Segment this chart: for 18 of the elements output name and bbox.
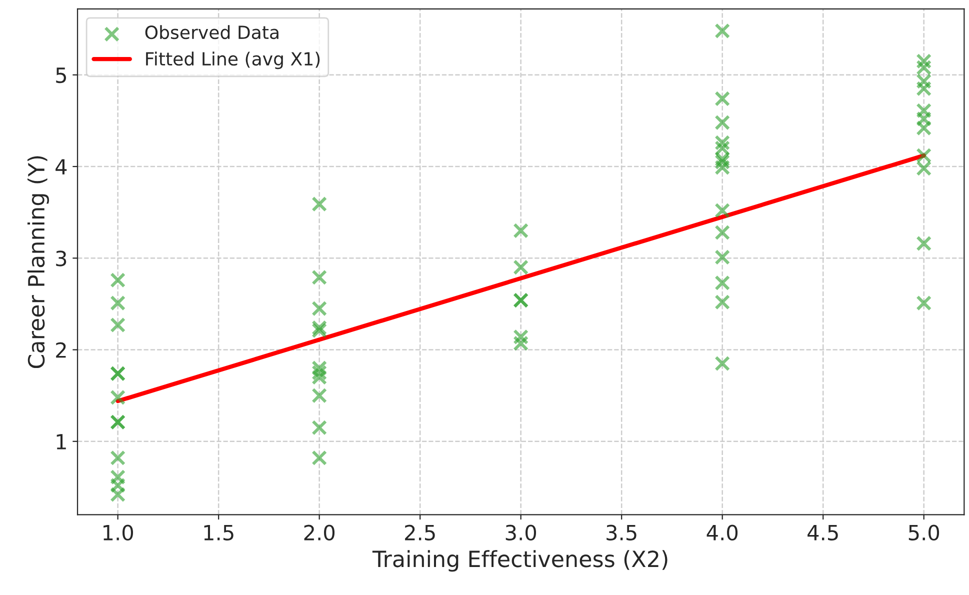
x-tick-label: 4.5 [808,525,838,541]
x-tick-label: 1.5 [204,525,234,541]
y-tick-label: 5 [56,68,66,84]
legend-label: Observed Data [145,25,278,40]
y-tick-label: 2 [56,342,66,358]
x-tick-label: 3.5 [606,524,636,541]
y-tick-label: 4 [56,159,67,174]
y-tick-label: 1 [56,434,66,450]
x-tick-label: 3.0 [506,524,536,541]
x-tick-label: 1.0 [104,524,134,541]
y-axis-title: Career Planning (Y) [27,156,49,368]
y-tick-label: 3 [56,250,66,266]
x-tick-label: 2.0 [304,524,335,541]
x-axis-title: Training Effectiveness (X2) [372,550,668,572]
legend-label: Fitted Line (avg X1) [146,52,320,70]
x-tick-label: 5.0 [908,524,940,541]
x-tick-label: 4.0 [706,524,738,541]
x-tick-label: 2.5 [405,524,435,541]
